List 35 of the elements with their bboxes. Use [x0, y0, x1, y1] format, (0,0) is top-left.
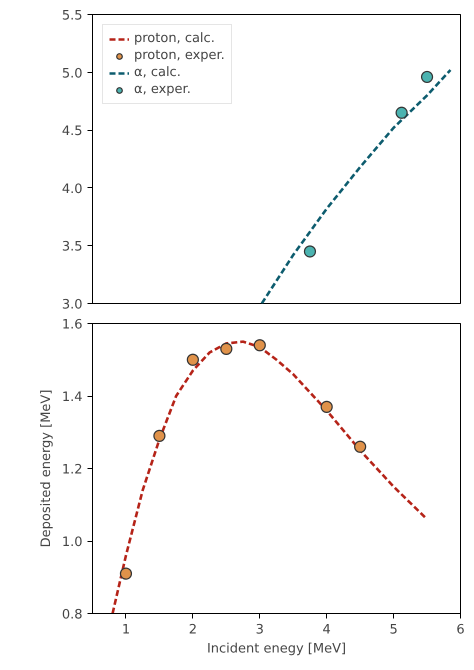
x-tick-label: 3 — [256, 622, 264, 638]
point — [153, 430, 166, 442]
y-tick-label: 1.2 — [62, 462, 83, 478]
point — [186, 354, 199, 366]
x-tick-label: 4 — [322, 622, 331, 638]
point — [254, 339, 266, 352]
line-series — [111, 340, 428, 614]
point — [220, 342, 232, 355]
y-tick-label: 1.4 — [62, 390, 83, 405]
line-series — [260, 68, 452, 304]
y-tick-label: 5.5 — [62, 8, 83, 24]
y-tick-label: 0.8 — [62, 608, 83, 622]
x-tick-label: 1 — [122, 622, 130, 638]
y-tick-label: 3.0 — [62, 298, 83, 312]
x-tick-label: 5 — [389, 622, 398, 638]
point — [120, 568, 132, 580]
legend-label: proton, calc. — [134, 31, 215, 46]
point — [304, 245, 316, 258]
x-tick-label: 2 — [188, 622, 198, 638]
y-tick-label: 1.0 — [62, 535, 83, 550]
y-axis-title: Deposited energy [MeV] — [38, 390, 54, 548]
y-tick-label: 5.0 — [62, 66, 83, 82]
legend-label: α, calc. — [134, 65, 181, 80]
point — [354, 440, 366, 453]
x-tick-label: 6 — [456, 622, 465, 638]
y-tick-label: 3.5 — [62, 240, 83, 255]
point — [420, 70, 434, 84]
y-tick-label: 4.5 — [62, 124, 83, 140]
legend-label: proton, exper. — [134, 48, 225, 63]
x-axis-title: Incident enegy [MeV] — [206, 642, 346, 656]
y-tick-label: 1.6 — [62, 318, 83, 332]
y-tick-label: 4.0 — [62, 182, 83, 197]
point — [320, 400, 333, 413]
legend-label: α, exper. — [134, 82, 191, 97]
point — [396, 106, 408, 119]
